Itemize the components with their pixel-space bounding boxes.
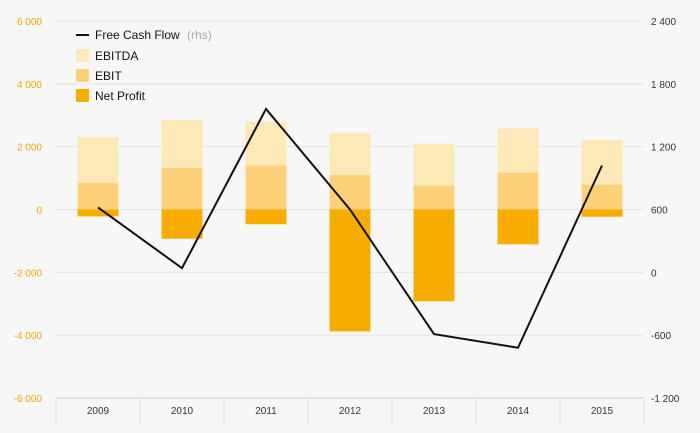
bar-ebit — [245, 165, 287, 210]
y-right-tick-label: 2 400 — [651, 17, 676, 28]
x-tick-label: 2010 — [171, 406, 194, 417]
line-free-cash-flow — [97, 107, 603, 349]
axes: 6 000 4 000 2 000 0 -2 000 -4 000 -6 000 2 400 1… — [14, 17, 680, 424]
bar-ebit — [413, 185, 455, 210]
bar-ebit — [161, 167, 203, 210]
legend-label-free-cash-flow: Free Cash Flow — [95, 28, 180, 42]
legend-swatch-ebitda — [76, 49, 89, 62]
y-left-tick-label: -6 000 — [14, 394, 43, 405]
legend-label-net-profit: Net Profit — [95, 89, 146, 103]
y-right-tick-label: 1 200 — [651, 143, 676, 154]
y-right-tick-label: 600 — [651, 206, 668, 217]
y-left-tick-label: -4 000 — [14, 331, 43, 342]
bar-net-profit — [245, 209, 287, 225]
bar-net-profit — [497, 209, 539, 245]
x-tick-label: 2015 — [591, 406, 614, 417]
bar-net-profit — [581, 209, 623, 217]
y-right-tick-label: 1 800 — [651, 80, 676, 91]
y-left-tick-label: 4 000 — [17, 80, 42, 91]
x-tick-label: 2014 — [507, 406, 530, 417]
y-left-tick-label: 2 000 — [17, 143, 42, 154]
legend-item-ebit: EBIT — [76, 69, 122, 83]
legend-swatch-net-profit — [76, 89, 89, 102]
x-tick-label: 2013 — [423, 406, 446, 417]
legend-item-net-profit: Net Profit — [76, 89, 146, 103]
legend-item-ebitda: EBITDA — [76, 49, 138, 63]
x-tick-label: 2012 — [339, 406, 362, 417]
bars — [77, 119, 623, 332]
bar-ebit — [497, 172, 539, 210]
y-left-tick-label: 0 — [36, 206, 42, 217]
legend-label-ebitda: EBITDA — [95, 49, 138, 63]
y-right-tick-label: -1 200 — [651, 394, 680, 405]
legend-swatch-ebit — [76, 69, 89, 82]
bar-ebit — [77, 182, 119, 210]
legend-label-rhs: (rhs) — [187, 28, 212, 42]
x-tick-label: 2011 — [255, 406, 277, 417]
legend-label-ebit: EBIT — [95, 69, 122, 83]
y-right-tick-label: 0 — [651, 268, 657, 279]
bar-net-profit — [77, 209, 119, 217]
y-left-tick-label: -2 000 — [14, 268, 43, 279]
y-left-tick-label: 6 000 — [17, 17, 42, 28]
bar-net-profit — [329, 209, 371, 332]
bar-net-profit — [413, 209, 455, 302]
y-right-tick-label: -600 — [651, 331, 671, 342]
legend: Free Cash Flow (rhs) EBITDA EBIT Net Pro… — [76, 28, 212, 103]
svg-text:Free Cash Flow (rhs): Free Cash Flow (rhs) — [95, 28, 212, 42]
x-tick-label: 2009 — [87, 406, 110, 417]
legend-item-free-cash-flow: Free Cash Flow (rhs) — [76, 28, 212, 42]
bar-net-profit — [161, 209, 203, 239]
free-cash-flow-line — [97, 107, 603, 349]
